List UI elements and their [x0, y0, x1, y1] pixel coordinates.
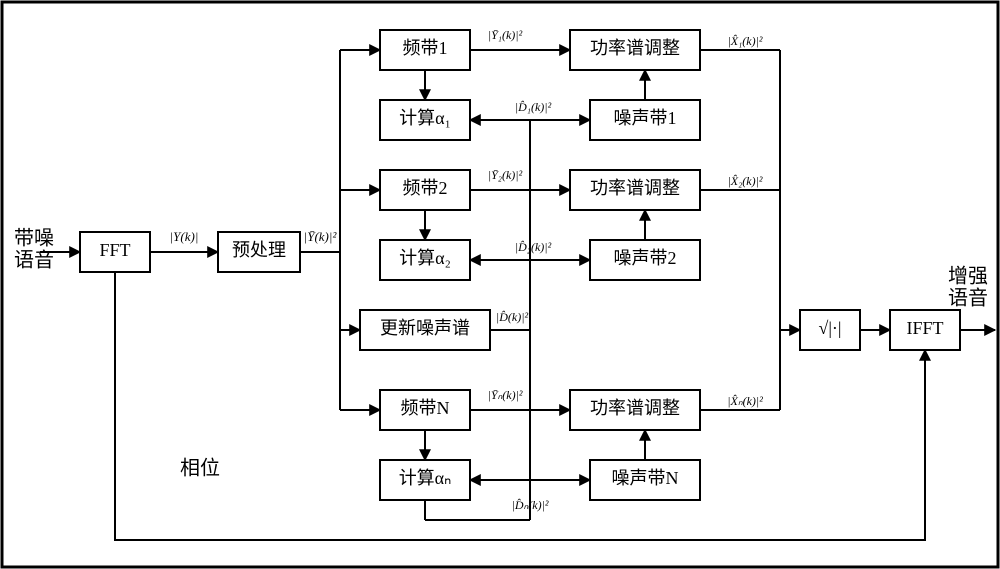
fft-label: FFT	[99, 240, 130, 260]
noiseband2-label: 噪声带2	[614, 248, 677, 268]
edge-label-ybN: |Ȳₙ(k)|²	[488, 388, 523, 402]
sqrt-label: √|·|	[818, 318, 841, 338]
input-label-2: 语音	[14, 249, 54, 272]
input-label-1: 带噪	[14, 227, 54, 250]
calc-alphaN-label: 计算αₙ	[399, 468, 452, 488]
noiseband1-label: 噪声带1	[614, 108, 677, 128]
edge-label-xh2: |X̂₂(k)|²	[727, 174, 762, 188]
bandN-label: 频带N	[401, 398, 450, 418]
noisebandN-label: 噪声带N	[612, 468, 679, 488]
edge-label-xh1: |X̂₁(k)|²	[727, 34, 762, 48]
edge-label-yb1: |Ȳ₁(k)|²	[488, 28, 523, 42]
output-label-2: 语音	[948, 287, 988, 310]
edge-label-ybk: |Ȳ(k)|²	[304, 229, 338, 244]
band2-label: 频带2	[403, 178, 448, 198]
psaN-label: 功率谱调整	[590, 398, 680, 418]
calc-alpha2-label: 计算α₂	[399, 248, 451, 268]
edge-label-yk: |Y(k)|	[170, 229, 199, 244]
outer-border	[2, 2, 998, 567]
psa1-label: 功率谱调整	[590, 38, 680, 58]
phase-label: 相位	[180, 457, 220, 480]
block-diagram: 带噪 语音 FFT |Y(k)| 预处理 |Ȳ(k)|² 频带1 计算α₁ 功率…	[0, 0, 1000, 569]
preprocess-label: 预处理	[232, 240, 286, 260]
edge-label-dbN: |D̂ₙ(k)|²	[512, 498, 549, 512]
edge-label-db1: |D̂₁(k)|²	[515, 100, 552, 114]
update-noise-label: 更新噪声谱	[380, 318, 470, 338]
output-label-1: 增强	[948, 265, 988, 288]
psa2-label: 功率谱调整	[590, 178, 680, 198]
band1-label: 频带1	[403, 38, 448, 58]
edge-label-db: |D̂(k)|²	[496, 310, 529, 324]
edge-label-xhN: |X̂ₙ(k)|²	[727, 394, 763, 408]
edge-label-yb2: |Ȳ₂(k)|²	[488, 168, 523, 182]
ifft-label: IFFT	[906, 318, 943, 338]
calc-alpha1-label: 计算α₁	[399, 108, 451, 128]
edge-label-db2: |D̂₂(k)|²	[515, 240, 552, 254]
